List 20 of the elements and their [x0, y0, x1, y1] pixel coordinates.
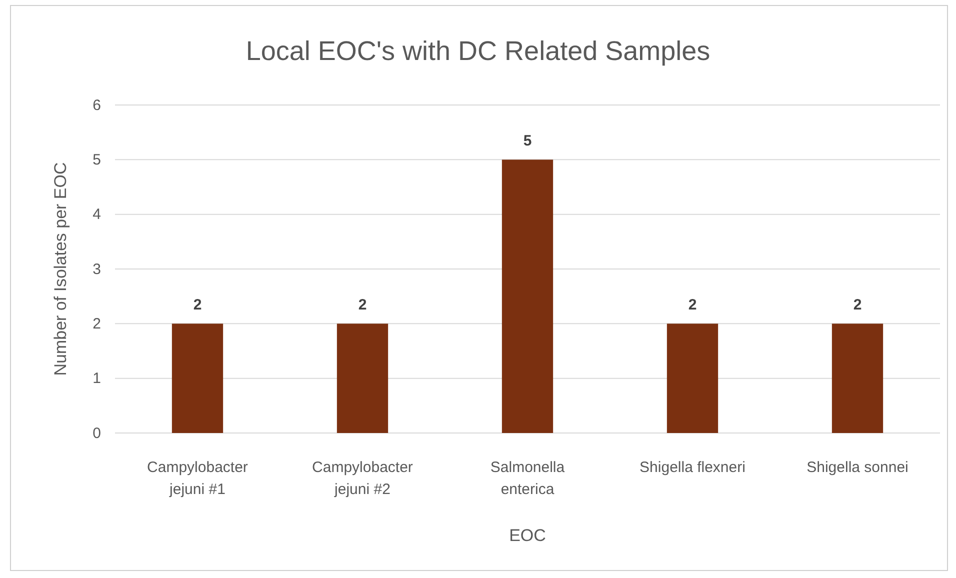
data-label: 2 — [193, 296, 202, 314]
x-tick-label: Shigella flexneri — [640, 459, 746, 476]
x-tick-label: Salmonella enterica — [490, 459, 566, 498]
y-tick-label: 4 — [92, 206, 101, 224]
y-tick-label: 0 — [92, 424, 101, 442]
y-tick-label: 2 — [92, 315, 101, 332]
data-label: 2 — [853, 296, 862, 314]
x-tick-label: Campylobacter jejuni #1 — [147, 459, 248, 498]
chart-title: Local EOC's with DC Related Samples — [246, 36, 710, 66]
x-tick-label: Shigella sonnei — [806, 459, 908, 476]
y-tick-label: 5 — [92, 151, 101, 168]
y-tick-label: 3 — [92, 260, 101, 278]
y-tick-label: 1 — [92, 370, 101, 388]
x-axis-title: EOC — [509, 526, 546, 545]
data-label: 2 — [688, 296, 697, 314]
y-tick-label: 6 — [92, 96, 101, 114]
x-tick-label: Campylobacter jejuni #2 — [312, 459, 413, 498]
data-label: 2 — [358, 296, 367, 314]
data-label: 5 — [523, 132, 532, 150]
y-axis-title: Number of Isolates per EOC — [51, 162, 70, 376]
